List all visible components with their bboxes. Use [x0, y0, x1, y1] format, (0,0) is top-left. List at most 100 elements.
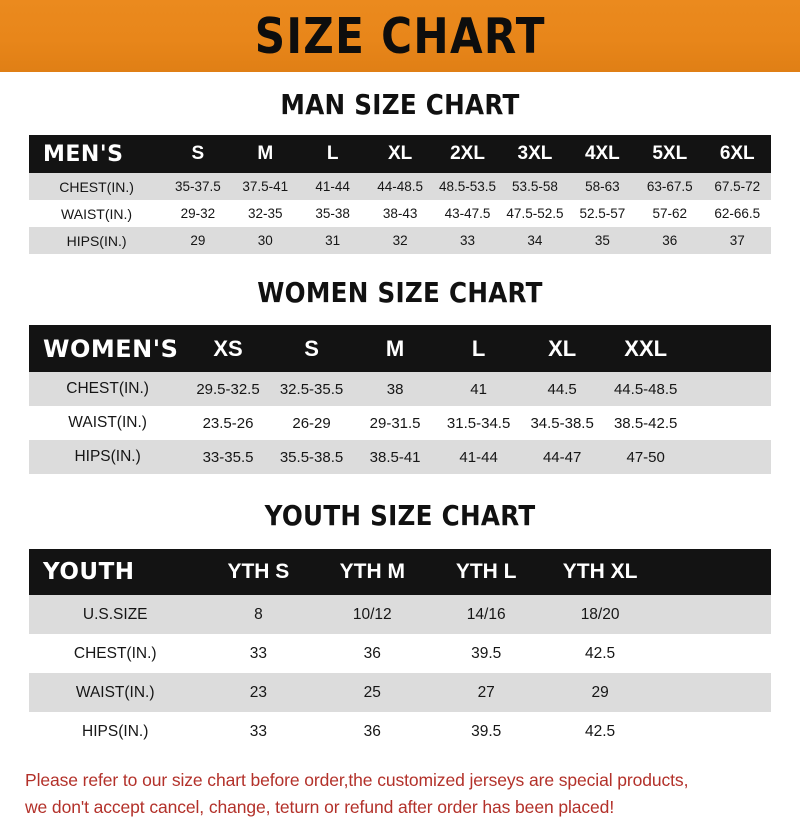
table-row: WAIST(IN.) 23 25 27 29: [29, 673, 771, 712]
man-cell: 52.5-57: [579, 206, 626, 221]
man-size-header: 4XL: [584, 143, 620, 164]
table-row: HIPS(IN.) 29 30 31 32 33 34 35 36 37: [29, 227, 771, 254]
man-cell: 44-48.5: [377, 179, 423, 194]
women-cell: 41: [470, 380, 487, 398]
youth-table-wrap: YOUTH YTH S YTH M YTH L YTH XL U.S.SIZE 8 10/1…: [29, 549, 771, 751]
man-cell: 35: [594, 233, 610, 248]
man-row-label: WAIST(IN.): [61, 205, 133, 222]
women-size-table: WOMEN'S XS S M L XL XXL CHEST(IN.) 29.5-32.5 32.…: [29, 325, 771, 474]
man-size-header: 2XL: [450, 143, 485, 164]
youth-cell-empty: [657, 712, 771, 751]
man-cell: 30: [257, 233, 273, 248]
women-section-title: WOMEN SIZE CHART: [257, 276, 543, 309]
man-size-header: S: [191, 143, 205, 164]
youth-cell: 29: [591, 683, 609, 701]
order-policy-note-line-2: we don't accept cancel, change, teturn o…: [25, 797, 615, 818]
table-row: HIPS(IN.) 33-35.5 35.5-38.5 38.5-41 41-44 44-…: [29, 440, 771, 474]
women-size-header: M: [385, 335, 405, 361]
women-size-header: XXL: [624, 335, 668, 361]
man-cell: 29-32: [180, 206, 216, 221]
women-cell: 23.5-26: [202, 414, 254, 432]
man-cell: 31: [325, 233, 341, 248]
man-table-body: MEN'S S M L XL 2XL 3XL 4XL 5XL 6XL CHEST(IN.) 35-37…: [29, 135, 771, 254]
man-cell: 43-47.5: [444, 206, 491, 221]
size-chart-banner: SIZE CHART: [0, 0, 800, 72]
table-row: WAIST(IN.) 23.5-26 26-29 29-31.5 31.5-34.5 34…: [29, 406, 771, 440]
man-size-header: M: [257, 143, 274, 164]
women-cell: 44.5-48.5: [613, 380, 678, 398]
women-cell: 29-31.5: [369, 414, 421, 432]
man-cell: 63-67.5: [646, 179, 693, 194]
youth-cell: 33: [249, 722, 267, 740]
man-cell: 32-35: [247, 206, 283, 221]
youth-cell: 27: [477, 683, 495, 701]
man-cell: 58-63: [585, 179, 620, 194]
youth-cell: 36: [363, 644, 381, 662]
man-size-table: MEN'S S M L XL 2XL 3XL 4XL 5XL 6XL CHEST(IN.) 35-37…: [29, 135, 771, 254]
women-cell: 41-44: [459, 448, 498, 466]
women-cell: 38.5-41: [369, 448, 421, 466]
youth-cell: 42.5: [585, 722, 616, 740]
man-cell: 37.5-41: [242, 179, 289, 194]
youth-table-body: YOUTH YTH S YTH M YTH L YTH XL U.S.SIZE 8 10/1…: [29, 549, 771, 751]
man-cell: 29: [190, 233, 206, 248]
man-row-label: HIPS(IN.): [66, 232, 127, 249]
table-row: WAIST(IN.) 29-32 32-35 35-38 38-43 43-47.5 47.…: [29, 200, 771, 227]
women-cell: 44.5: [547, 380, 577, 398]
youth-size-header: YTH M: [339, 560, 405, 583]
youth-cell: 18/20: [580, 605, 620, 623]
women-corner-label: WOMEN'S: [43, 334, 179, 363]
youth-cell: 39.5: [471, 722, 502, 740]
women-row-label: CHEST(IN.): [66, 380, 149, 397]
man-cell: 57-62: [652, 206, 688, 221]
man-size-section: MAN SIZE CHART MEN'S S M L XL 2XL 3XL 4XL 5XL 6XL…: [0, 88, 800, 254]
women-header-row: WOMEN'S XS S M L XL XXL: [29, 325, 771, 372]
youth-cell: 36: [363, 722, 381, 740]
youth-corner-label: YOUTH: [43, 559, 135, 585]
women-cell: 33-35.5: [202, 448, 254, 466]
man-cell: 62-66.5: [714, 206, 761, 221]
youth-cell: 10/12: [352, 605, 392, 623]
page-title: SIZE CHART: [254, 7, 546, 65]
man-cell: 36: [662, 233, 678, 248]
man-header-row: MEN'S S M L XL 2XL 3XL 4XL 5XL 6XL: [29, 135, 771, 173]
youth-size-table: YOUTH YTH S YTH M YTH L YTH XL U.S.SIZE 8 10/1…: [29, 549, 771, 751]
youth-size-header-empty: [657, 549, 771, 595]
women-size-header: XS: [213, 335, 243, 361]
women-size-header: L: [471, 335, 486, 361]
youth-cell: 8: [254, 605, 263, 623]
youth-size-header: YTH S: [227, 560, 290, 583]
man-row-label: CHEST(IN.): [59, 178, 134, 195]
man-cell: 48.5-53.5: [439, 179, 497, 194]
table-row: HIPS(IN.) 33 36 39.5 42.5: [29, 712, 771, 751]
man-cell: 32: [392, 233, 408, 248]
youth-size-header: YTH XL: [562, 560, 638, 583]
man-cell: 41-44: [315, 179, 350, 194]
youth-cell-empty: [657, 634, 771, 673]
women-cell-empty: [687, 440, 771, 474]
man-cell: 47.5-52.5: [506, 206, 564, 221]
man-cell: 37: [729, 233, 745, 248]
man-size-header: 5XL: [652, 143, 688, 164]
women-table-body: WOMEN'S XS S M L XL XXL CHEST(IN.) 29.5-32.5 32.…: [29, 325, 771, 474]
women-size-header: XL: [548, 335, 577, 361]
women-cell: 38: [386, 380, 404, 398]
women-cell: 31.5-34.5: [446, 414, 511, 432]
man-cell: 35-38: [315, 206, 350, 221]
man-cell: 35-37.5: [174, 179, 221, 194]
youth-cell: 14/16: [466, 605, 506, 623]
women-cell-empty: [687, 372, 771, 406]
man-cell: 34: [527, 233, 543, 248]
women-table-wrap: WOMEN'S XS S M L XL XXL CHEST(IN.) 29.5-32.5 32.…: [29, 325, 771, 474]
table-row: CHEST(IN.) 29.5-32.5 32.5-35.5 38 41 44.5 44.5…: [29, 372, 771, 406]
youth-row-label: CHEST(IN.): [73, 644, 157, 662]
man-size-header: L: [326, 143, 339, 164]
women-cell: 26-29: [292, 414, 331, 432]
youth-cell: 23: [249, 683, 267, 701]
youth-row-label: WAIST(IN.): [75, 683, 155, 701]
table-row: CHEST(IN.) 35-37.5 37.5-41 41-44 44-48.5 48.5…: [29, 173, 771, 200]
youth-cell-empty: [657, 673, 771, 712]
women-cell: 35.5-38.5: [279, 448, 344, 466]
women-cell: 47-50: [626, 448, 665, 466]
women-size-section: WOMEN SIZE CHART WOMEN'S XS S M L XL XXL CHEST…: [0, 276, 800, 474]
